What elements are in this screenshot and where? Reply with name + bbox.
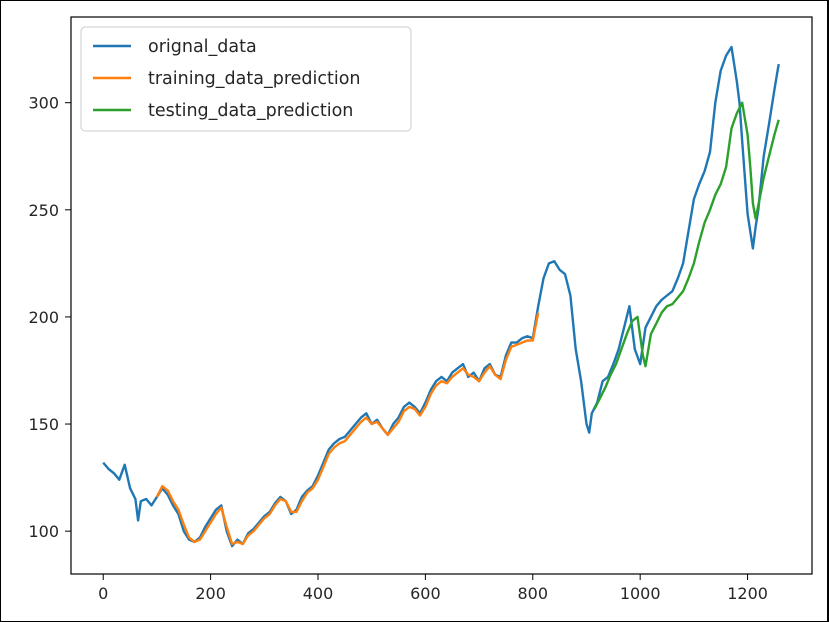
legend-label-orignal-data: orignal_data <box>148 37 257 57</box>
x-tick-label: 800 <box>518 584 549 603</box>
y-tick-label: 250 <box>28 201 59 220</box>
x-axis: 0 200 400 600 800 1000 1200 <box>98 574 768 603</box>
series-layer <box>102 45 780 548</box>
y-tick-label: 100 <box>28 522 59 541</box>
x-tick-label: 1200 <box>727 584 768 603</box>
legend-label-testing-data-prediction: testing_data_prediction <box>148 101 353 121</box>
series-line-training-data-prediction <box>155 312 540 546</box>
x-tick-label: 1000 <box>620 584 661 603</box>
y-axis: 100 150 200 250 300 <box>28 94 71 541</box>
legend-label-training-data-prediction: training_data_prediction <box>148 69 361 89</box>
y-tick-label: 200 <box>28 308 59 327</box>
y-tick-label: 150 <box>28 415 59 434</box>
legend-box <box>80 26 412 132</box>
series-line-testing-data-prediction <box>593 101 780 410</box>
series-line-orignal-data <box>102 45 780 548</box>
x-tick-label: 400 <box>303 584 334 603</box>
x-tick-label: 200 <box>195 584 226 603</box>
y-tick-label: 300 <box>28 94 59 113</box>
legend: orignal_data training_data_prediction te… <box>80 26 412 132</box>
x-tick-label: 0 <box>98 584 108 603</box>
x-tick-label: 600 <box>410 584 441 603</box>
